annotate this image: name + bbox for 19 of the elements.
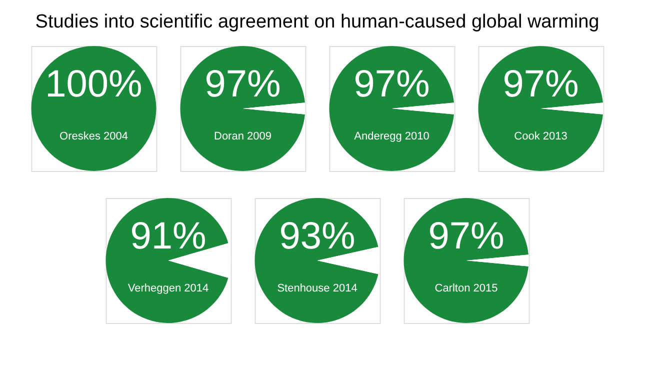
data-label: 97% <box>354 64 430 106</box>
text: Stenhouse 2014 <box>277 282 358 294</box>
text: Carlton 2015 <box>434 282 498 294</box>
text: Studies into scientific agreement on human-caused global warming <box>35 12 600 32</box>
data-label: 100% <box>45 64 142 106</box>
data-label: 97% <box>428 216 504 258</box>
text: Verheggen 2014 <box>128 282 209 294</box>
text: Anderegg 2010 <box>354 130 430 142</box>
text: Doran 2009 <box>214 130 272 142</box>
data-label: 93% <box>279 216 356 258</box>
pie-slice <box>540 102 604 114</box>
data-label: 97% <box>204 64 281 106</box>
data-label: 91% <box>130 216 206 258</box>
pie-slice <box>392 102 454 114</box>
data-label: 97% <box>502 64 579 106</box>
pie-slice <box>242 102 306 114</box>
pie-slice <box>466 254 529 266</box>
text: Oreskes 2004 <box>60 130 128 142</box>
text: Cook 2013 <box>514 130 568 142</box>
